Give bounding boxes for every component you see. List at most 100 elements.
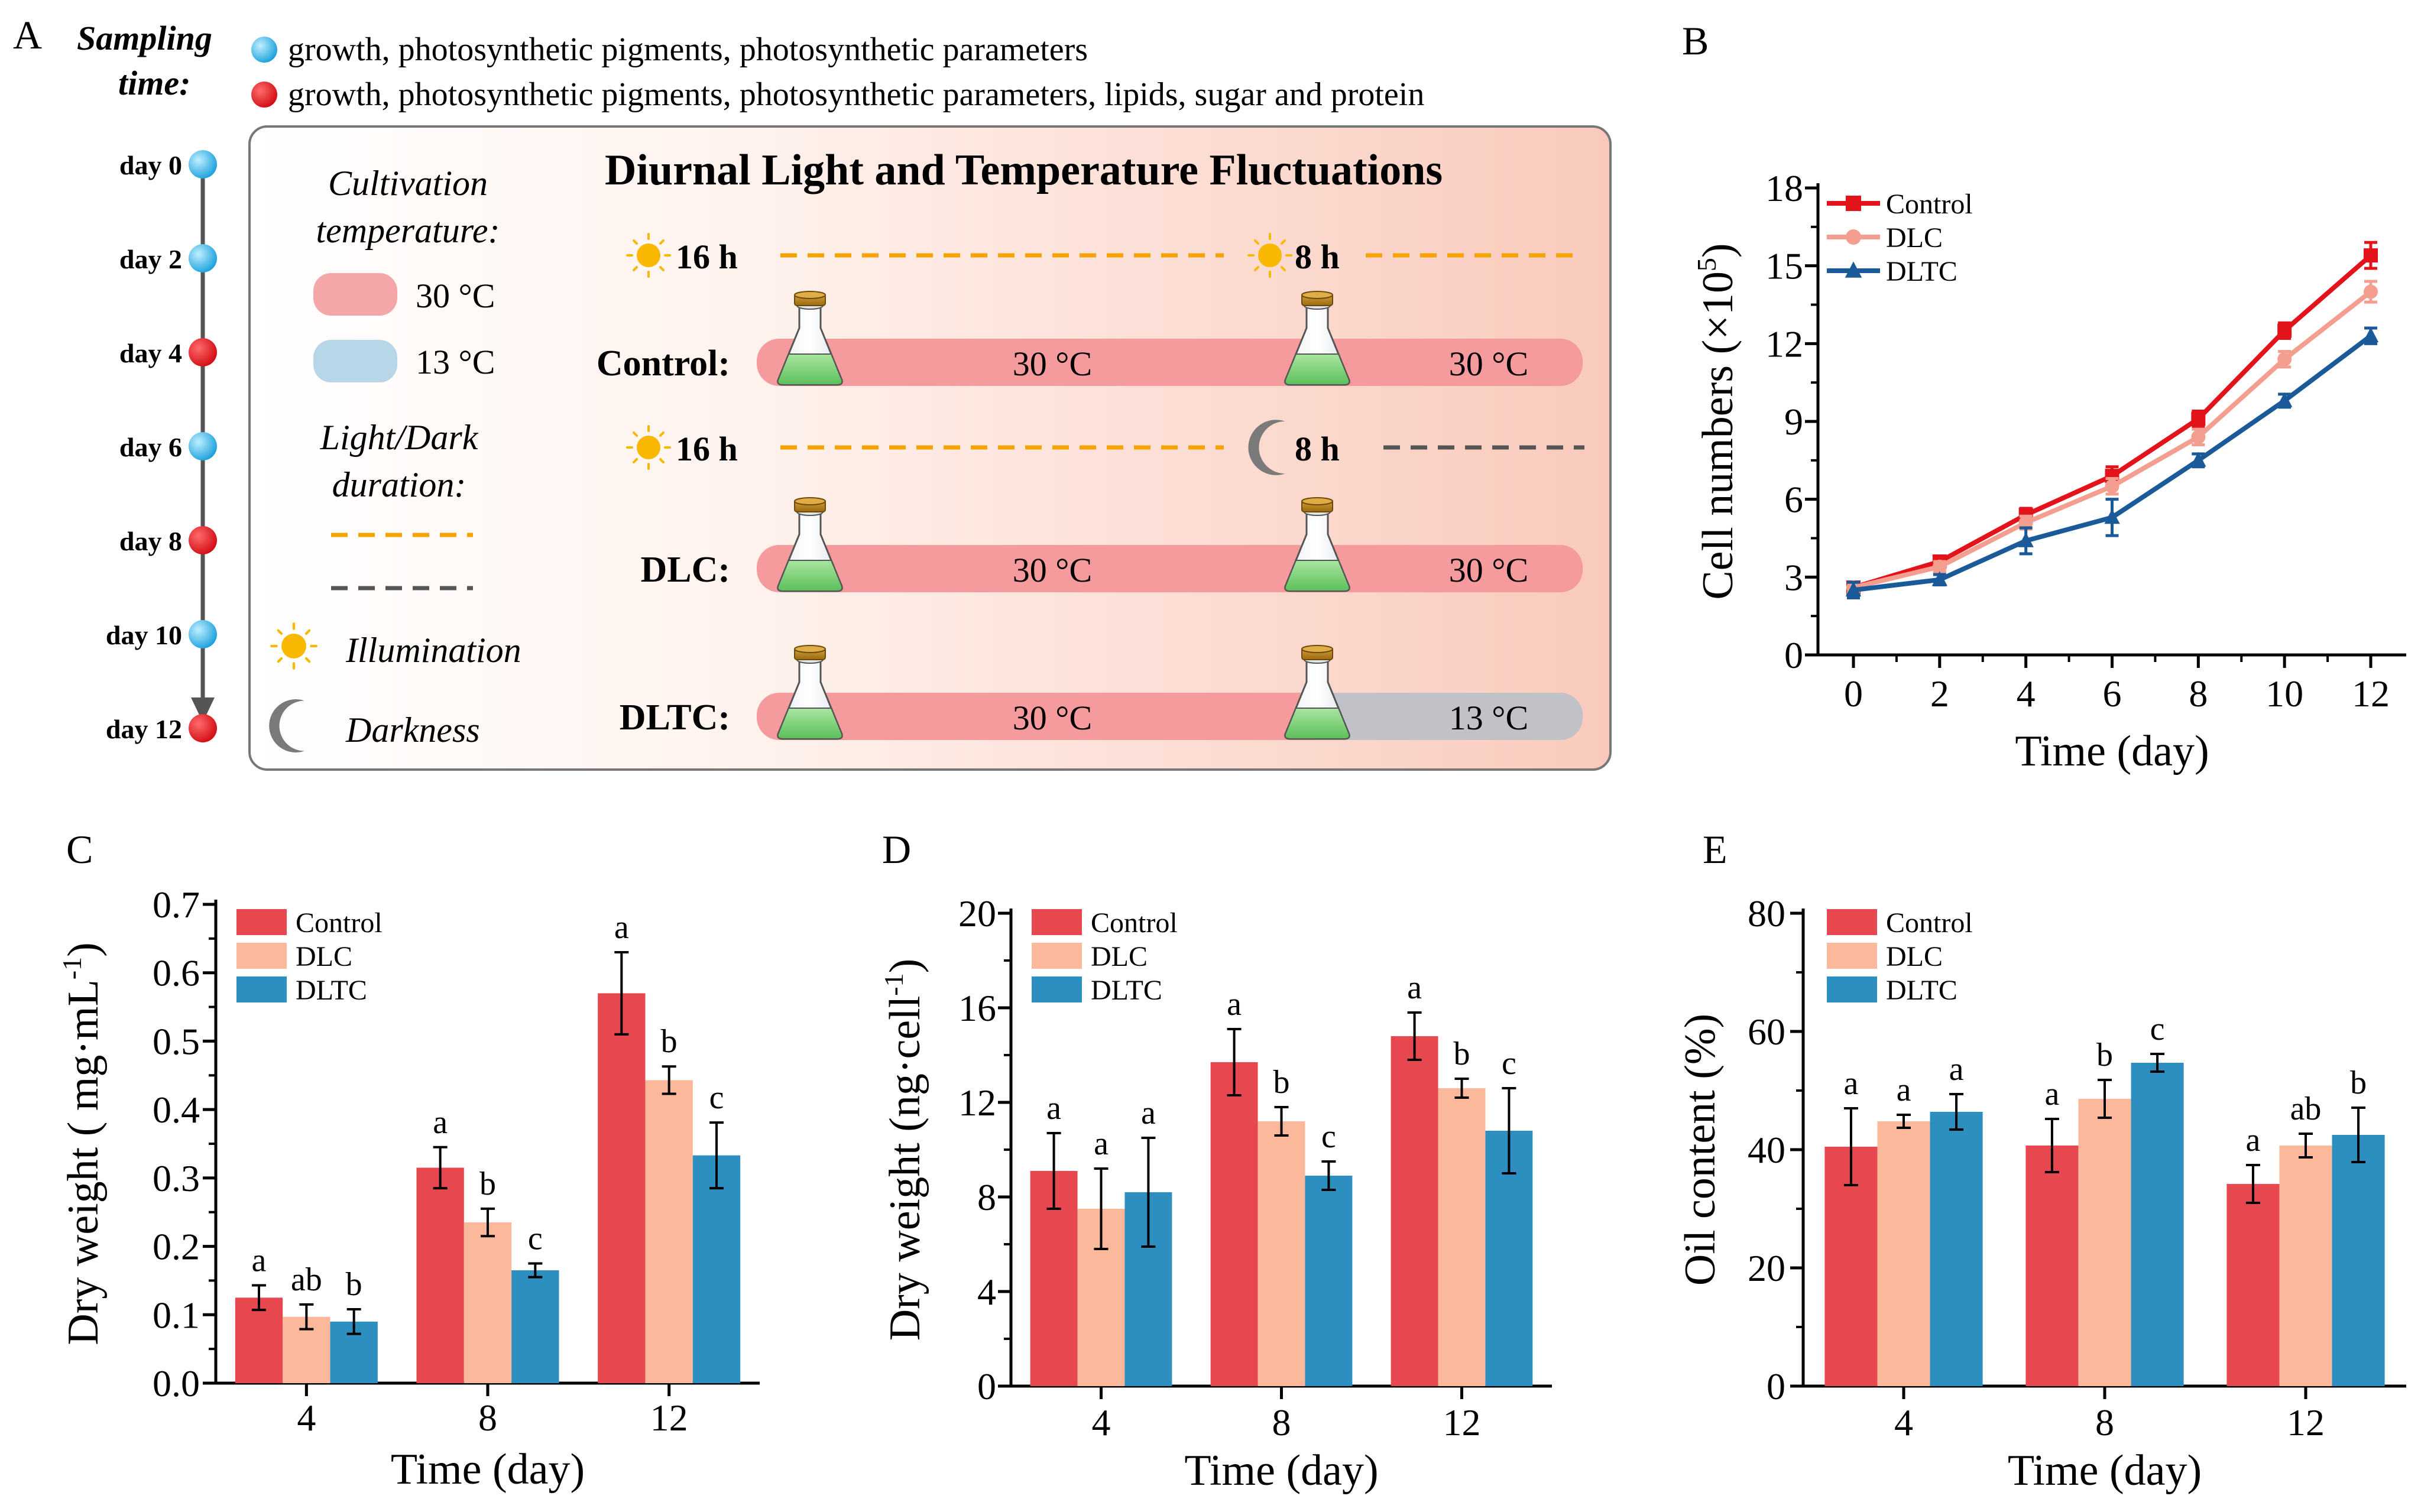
timeline-label: day 12: [106, 714, 182, 744]
light-period-label: 16 h: [676, 430, 738, 468]
significance-letter: a: [614, 909, 629, 946]
marker-circle: [1846, 229, 1861, 245]
marker-triangle: [2276, 392, 2293, 407]
y-axis-title: Cell numbers (×105): [1691, 243, 1742, 599]
panel-letter: C: [66, 827, 93, 872]
significance-letter: a: [252, 1242, 267, 1279]
cultivation-label-line1: Cultivation: [328, 164, 488, 203]
significance-letter: b: [2350, 1065, 2367, 1101]
temperature-bar-night: [1315, 339, 1583, 386]
temperature-label-night: 13 °C: [1449, 699, 1528, 737]
marker-circle: [2364, 284, 2378, 299]
y-axis-title-end: ): [881, 959, 929, 974]
legend-label: DLC: [296, 941, 352, 972]
timeline-label: day 8: [119, 526, 182, 556]
sampling-label-line2: time:: [118, 64, 190, 102]
significance-letter: c: [1502, 1045, 1516, 1082]
significance-letter: a: [1094, 1125, 1109, 1162]
marker-triangle: [2018, 532, 2034, 547]
legend-label: DLC: [1091, 941, 1148, 972]
marker-triangle: [1845, 581, 1862, 597]
significance-letter: b: [661, 1023, 678, 1060]
temp-legend-cold-swatch: [313, 340, 397, 382]
temperature-label-day: 30 °C: [1013, 699, 1092, 737]
second-period-label: 8 h: [1295, 238, 1340, 276]
y-axis-title-superscript: -1: [57, 957, 87, 979]
significance-letter: c: [528, 1221, 543, 1257]
panel-letter: D: [882, 827, 911, 872]
y-axis-title-main: Cell numbers (×10: [1694, 271, 1742, 600]
marker-circle: [2018, 515, 2033, 530]
x-tick-label: 8: [478, 1397, 497, 1439]
bar-control: [2226, 1184, 2280, 1386]
bar-control: [416, 1167, 464, 1383]
darkness-label: Darkness: [345, 710, 480, 749]
x-tick-label: 4: [297, 1397, 316, 1439]
conditions: 16 h 8 h Control: 30 °C 30 °C 16 h 8 h DLC: 30 °…: [597, 233, 1584, 740]
x-axis-title: Time (day): [391, 1445, 585, 1494]
sampling-dot-red-icon: [251, 82, 277, 108]
marker-triangle: [2190, 452, 2206, 467]
y-tick-label: 0.2: [153, 1226, 200, 1268]
panel-a: A Sampling time: growth, photosynthetic …: [13, 12, 1612, 771]
panel-letter: E: [1703, 827, 1728, 872]
y-axis-title-superscript: 5: [1691, 258, 1722, 271]
y-tick-label: 0: [977, 1365, 996, 1407]
bar-control: [235, 1297, 283, 1383]
significance-letter: a: [1227, 986, 1242, 1023]
condition-name: Control:: [597, 343, 730, 384]
legend-label: Control: [1091, 907, 1178, 939]
significance-letter: b: [479, 1166, 496, 1202]
bar-dlc: [2078, 1099, 2131, 1386]
significance-letter: a: [2044, 1076, 2059, 1112]
marker-triangle: [2104, 508, 2120, 524]
marker-square: [2191, 411, 2206, 426]
significance-letter: a: [1141, 1095, 1156, 1131]
legend-label: DLTC: [1091, 975, 1162, 1006]
x-tick-label: 8: [2095, 1401, 2114, 1443]
y-axis-title-main: Dry weight ( mg·mL: [59, 979, 108, 1345]
y-tick-label: 0.0: [153, 1362, 200, 1404]
y-tick-label: 60: [1748, 1011, 1785, 1053]
temperature-label-day: 30 °C: [1013, 551, 1092, 589]
timeline-label: day 4: [119, 338, 182, 368]
sampling-dot-blue-icon: [251, 37, 277, 63]
y-tick-label: 6: [1784, 479, 1803, 521]
cultivation-label-line2: temperature:: [316, 211, 500, 250]
y-tick-label: 0: [1767, 1365, 1785, 1407]
bar-dltc: [1930, 1112, 1983, 1386]
panel-a-letter: A: [13, 12, 42, 57]
y-tick-label: 18: [1765, 167, 1803, 209]
x-tick-label: 12: [2352, 673, 2390, 715]
legend-label: DLC: [1886, 222, 1943, 254]
y-tick-label: 0.7: [153, 884, 200, 926]
bar-control: [598, 993, 646, 1383]
panel-e-chart: E 0 20 40 60 80 Oil content (%) Time (day) Contr…: [1676, 827, 2406, 1495]
temperature-label-night: 30 °C: [1449, 551, 1528, 589]
legend-swatch: [1827, 909, 1877, 935]
temp-legend-warm-label: 30 °C: [416, 277, 495, 315]
light-dark-label-line1: Light/Dark: [320, 418, 479, 457]
temperature-label-night: 30 °C: [1449, 345, 1528, 383]
marker-square: [2277, 323, 2292, 338]
y-tick-label: 12: [1765, 323, 1803, 365]
bar-control: [1210, 1062, 1258, 1386]
legend-label: Control: [1886, 907, 1973, 939]
significance-letter: b: [2096, 1037, 2113, 1073]
y-tick-label: 0: [1784, 634, 1803, 676]
timeline-dot-icon: [189, 244, 217, 272]
temperature-label-day: 30 °C: [1013, 345, 1092, 383]
significance-letter: a: [2245, 1122, 2260, 1159]
schematic-title: Diurnal Light and Temperature Fluctuatio…: [605, 146, 1443, 194]
bar-dlc: [1877, 1121, 1930, 1386]
bar-dltc: [511, 1270, 559, 1383]
charts: B 0 3 6 9 12 15 18 Cell numbers (×105) Time (day)…: [57, 18, 2406, 1495]
y-tick-label: 0.1: [153, 1294, 200, 1336]
marker-circle: [2277, 352, 2292, 366]
legend-swatch: [236, 909, 287, 935]
y-tick-label: 15: [1765, 245, 1803, 287]
marker-circle: [2105, 479, 2119, 494]
x-tick-label: 8: [1272, 1401, 1291, 1443]
light-dark-label-line2: duration:: [332, 465, 466, 504]
significance-letter: a: [1949, 1051, 1964, 1088]
